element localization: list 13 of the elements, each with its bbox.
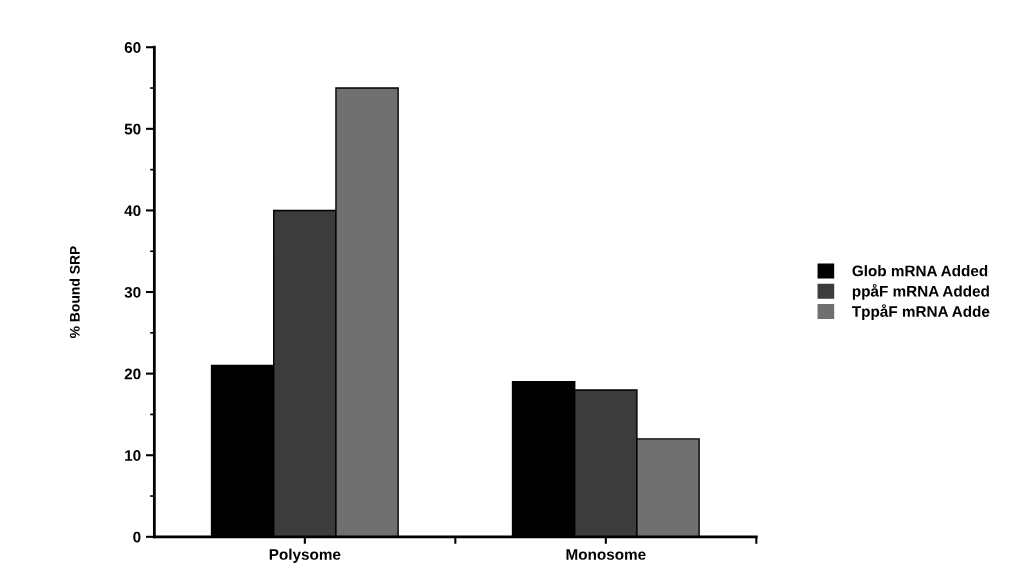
legend-label: ppåF mRNA Added bbox=[852, 283, 989, 300]
y-tick-label: 30 bbox=[124, 286, 141, 298]
y-axis-title: % Bound SRP bbox=[69, 246, 80, 338]
legend-label: TppåF mRNA Adde bbox=[852, 304, 990, 320]
y-tick-label: 20 bbox=[124, 368, 141, 380]
x-tick-label: Monosome bbox=[566, 549, 646, 560]
legend-label: Glob mRNA Added bbox=[852, 265, 988, 277]
y-tick-label: 10 bbox=[125, 450, 141, 461]
x-tick-label: Polysome bbox=[269, 548, 341, 563]
y-tick-label: 60 bbox=[124, 42, 141, 53]
y-tick-label: 40 bbox=[124, 205, 141, 217]
y-tick-label: 50 bbox=[124, 123, 141, 135]
y-tick-label: 0 bbox=[133, 531, 141, 543]
